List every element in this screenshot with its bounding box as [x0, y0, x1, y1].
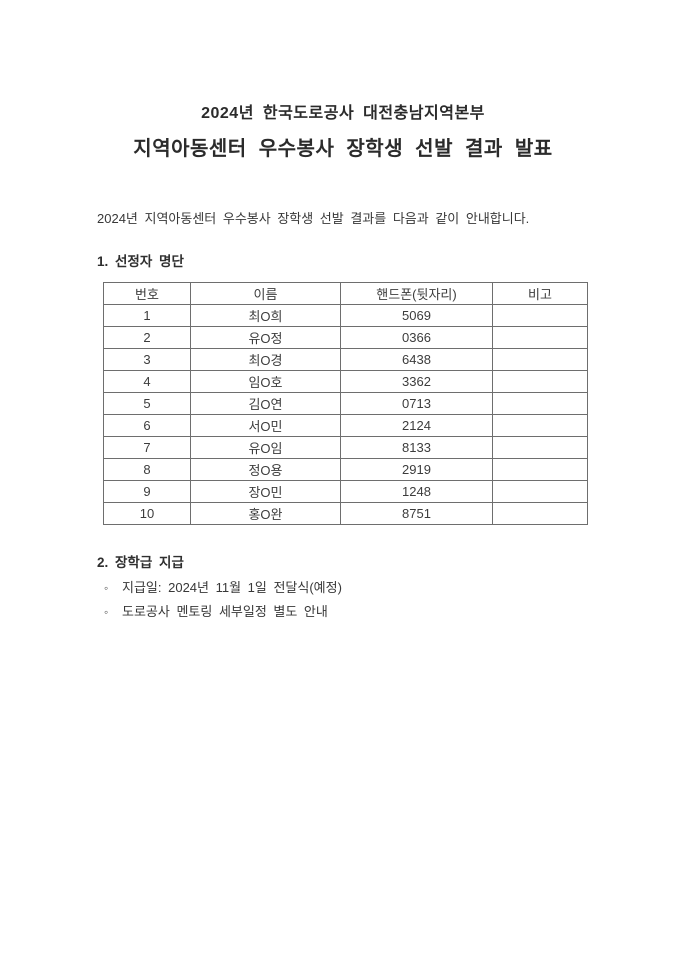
table-header-row: 번호 이름 핸드폰(뒷자리) 비고	[103, 282, 588, 305]
row-number-cell: 5	[103, 392, 191, 415]
name-cell: 임O호	[190, 370, 341, 393]
name-cell: 최O경	[190, 348, 341, 371]
name-cell: 장O민	[190, 480, 341, 503]
table-row: 6 서O민 2124	[103, 414, 588, 437]
selection-table-body: 1 최O희 5069 2 유O정 0366 3 최O경 6438 4 임O호 3362 5 김O연 0713…	[103, 304, 588, 525]
table-row: 10 홍O완 8751	[103, 502, 588, 525]
phone-cell: 8751	[340, 502, 493, 525]
note-cell	[492, 348, 588, 371]
table-row: 2 유O정 0366	[103, 326, 588, 349]
list-item: ◦ 도로공사 멘토링 세부일정 별도 안내	[104, 600, 686, 624]
bullet-marker-icon: ◦	[104, 581, 109, 595]
row-number-cell: 1	[103, 304, 191, 327]
phone-cell: 8133	[340, 436, 493, 459]
phone-cell: 1248	[340, 480, 493, 503]
mentoring-notice-text: 도로공사 멘토링 세부일정 별도 안내	[122, 604, 328, 619]
table-row: 7 유O임 8133	[103, 436, 588, 459]
phone-cell: 5069	[340, 304, 493, 327]
table-row: 4 임O호 3362	[103, 370, 588, 393]
table-row: 1 최O희 5069	[103, 304, 588, 327]
column-header-phone: 핸드폰(뒷자리)	[340, 282, 493, 305]
note-cell	[492, 370, 588, 393]
name-cell: 홍O완	[190, 502, 341, 525]
note-cell	[492, 304, 588, 327]
row-number-cell: 2	[103, 326, 191, 349]
table-row: 9 장O민 1248	[103, 480, 588, 503]
note-cell	[492, 392, 588, 415]
payment-info-list: ◦ 지급일: 2024년 11월 1일 전달식(예정) ◦ 도로공사 멘토링 세…	[104, 576, 686, 624]
row-number-cell: 9	[103, 480, 191, 503]
document-title-line2: 지역아동센터 우수봉사 장학생 선발 결과 발표	[133, 138, 553, 160]
column-header-note: 비고	[492, 282, 588, 305]
note-cell	[492, 436, 588, 459]
row-number-cell: 3	[103, 348, 191, 371]
name-cell: 김O연	[190, 392, 341, 415]
phone-cell: 2124	[340, 414, 493, 437]
document-title-line1: 2024년 한국도로공사 대전충남지역본부	[201, 105, 485, 122]
intro-paragraph: 2024년 지역아동센터 우수봉사 장학생 선발 결과를 다음과 같이 안내합니…	[97, 211, 530, 226]
section2-heading: 2. 장학급 지급	[97, 555, 184, 570]
note-cell	[492, 326, 588, 349]
name-cell: 정O용	[190, 458, 341, 481]
payment-date-text: 지급일: 2024년 11월 1일 전달식(예정)	[122, 580, 342, 595]
column-header-number: 번호	[103, 282, 191, 305]
name-cell: 최O희	[190, 304, 341, 327]
phone-cell: 3362	[340, 370, 493, 393]
phone-cell: 0713	[340, 392, 493, 415]
selection-table: 번호 이름 핸드폰(뒷자리) 비고 1 최O희 5069 2 유O정 0366 3 최O경 64…	[103, 282, 588, 525]
phone-cell: 0366	[340, 326, 493, 349]
note-cell	[492, 480, 588, 503]
row-number-cell: 6	[103, 414, 191, 437]
row-number-cell: 8	[103, 458, 191, 481]
note-cell	[492, 414, 588, 437]
phone-cell: 6438	[340, 348, 493, 371]
note-cell	[492, 458, 588, 481]
row-number-cell: 7	[103, 436, 191, 459]
name-cell: 서O민	[190, 414, 341, 437]
list-item: ◦ 지급일: 2024년 11월 1일 전달식(예정)	[104, 576, 686, 600]
row-number-cell: 4	[103, 370, 191, 393]
section1-heading: 1. 선정자 명단	[97, 254, 184, 269]
table-row: 8 정O용 2919	[103, 458, 588, 481]
name-cell: 유O정	[190, 326, 341, 349]
name-cell: 유O임	[190, 436, 341, 459]
table-row: 5 김O연 0713	[103, 392, 588, 415]
phone-cell: 2919	[340, 458, 493, 481]
note-cell	[492, 502, 588, 525]
row-number-cell: 10	[103, 502, 191, 525]
table-row: 3 최O경 6438	[103, 348, 588, 371]
bullet-marker-icon: ◦	[104, 605, 109, 619]
column-header-name: 이름	[190, 282, 341, 305]
